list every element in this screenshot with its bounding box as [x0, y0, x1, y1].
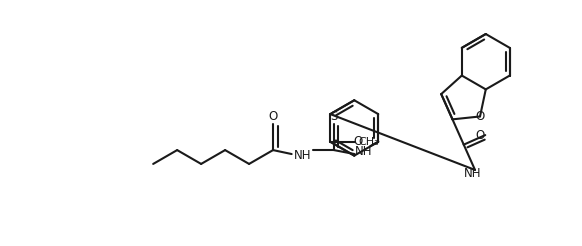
Text: O: O	[268, 110, 278, 123]
Text: NH: NH	[294, 149, 311, 162]
Text: CH₃: CH₃	[359, 137, 379, 147]
Text: O: O	[475, 110, 485, 123]
Text: NH: NH	[354, 145, 372, 158]
Text: O: O	[353, 135, 363, 148]
Text: S: S	[330, 110, 338, 123]
Text: NH: NH	[464, 167, 482, 180]
Text: O: O	[475, 129, 485, 142]
